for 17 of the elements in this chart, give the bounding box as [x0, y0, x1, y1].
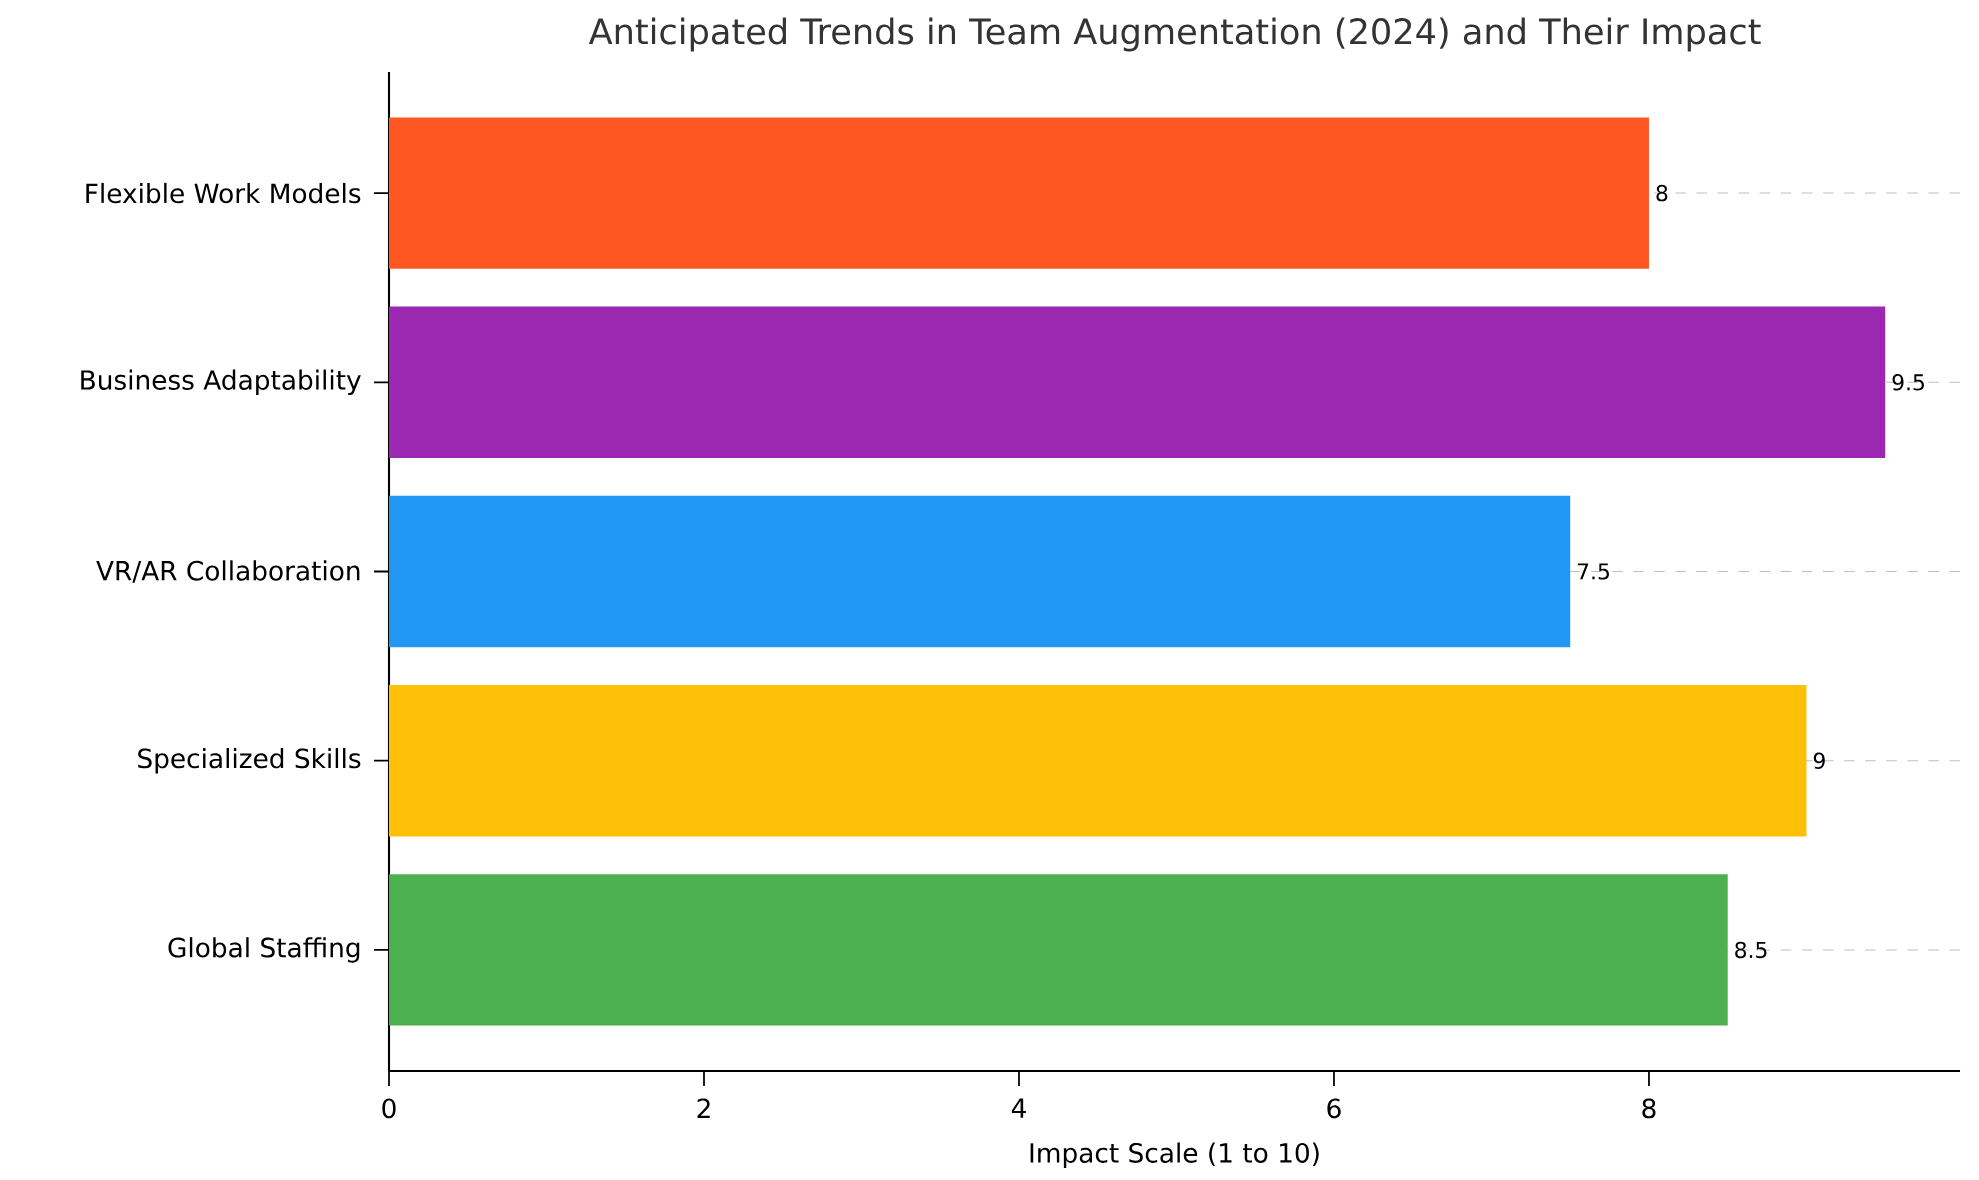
data-label: 9.5	[1892, 374, 1924, 391]
y-tick-label: Global Staffing	[168, 937, 360, 963]
y-tick-label: Flexible Work Models	[86, 182, 361, 204]
x-tick-label: 4	[1011, 1098, 1026, 1118]
y-tick-label: VR/AR Collaboration	[96, 560, 360, 583]
data-label: 8	[1656, 184, 1668, 202]
data-label: 7.5	[1577, 563, 1609, 580]
x-tick-label: 6	[1327, 1098, 1341, 1119]
data-label: 9	[1813, 752, 1825, 769]
x-tick-label: 8	[1642, 1098, 1656, 1119]
y-tick-label: Business Adaptability	[81, 369, 361, 396]
chart-title: Anticipated Trends in Team Augmentation (2024) and Their Impact	[588, 17, 1761, 52]
x-tick-label: 0	[382, 1098, 396, 1119]
y-tick-label: Specialized Skills	[138, 747, 361, 774]
data-label: 8.5	[1735, 941, 1767, 959]
x-axis-title: Impact Scale (1 to 10)	[1030, 1142, 1319, 1168]
x-tick-label: 2	[697, 1098, 710, 1118]
